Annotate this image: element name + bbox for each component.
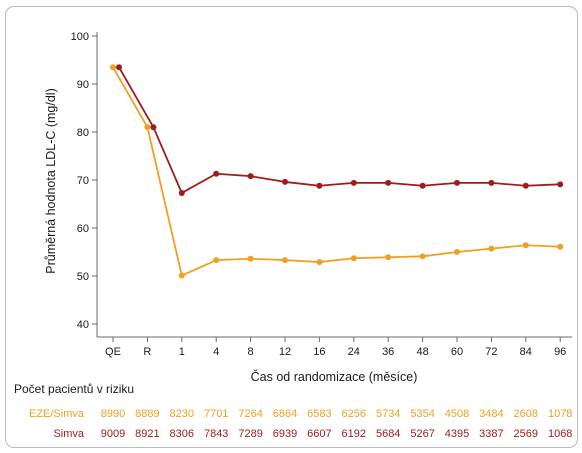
series-line-eze-simva — [112, 66, 561, 277]
risk-value: 6864 — [273, 408, 297, 420]
risk-value: 4395 — [445, 428, 469, 440]
x-tick-label: 12 — [279, 346, 291, 358]
y-tick-label: 80 — [77, 127, 89, 139]
data-point — [350, 255, 357, 262]
risk-value: 9009 — [101, 428, 125, 440]
x-tick-label: 60 — [451, 346, 463, 358]
data-point — [213, 170, 220, 177]
x-tick-label: 72 — [485, 346, 497, 358]
risk-value: 6939 — [273, 428, 297, 440]
y-tick-label: 40 — [77, 319, 89, 331]
risk-value: 6583 — [307, 408, 331, 420]
x-tick-label: 16 — [313, 346, 325, 358]
x-tick-label: 96 — [554, 346, 566, 358]
risk-value: 5354 — [410, 408, 434, 420]
data-point — [282, 257, 288, 264]
x-tick-label: 48 — [416, 346, 428, 358]
risk-value: 8889 — [135, 408, 159, 420]
data-point — [316, 259, 323, 266]
risk-value: 2608 — [514, 408, 538, 420]
x-tick-label: 4 — [213, 346, 219, 358]
data-point — [213, 257, 220, 264]
risk-value: 8921 — [135, 428, 159, 440]
risk-value: 1078 — [548, 408, 572, 420]
data-point — [557, 181, 564, 188]
x-tick-label: R — [143, 346, 151, 358]
x-axis-label: Čas od randomizace (měsíce) — [251, 369, 418, 384]
data-point — [116, 64, 122, 71]
data-point — [454, 179, 460, 186]
risk-value: 8306 — [170, 428, 194, 440]
risk-value: 7843 — [204, 428, 228, 440]
x-tick-label: 1 — [179, 346, 185, 358]
risk-value: 2569 — [514, 428, 538, 440]
y-tick-label: 50 — [77, 271, 89, 283]
y-tick-label: 70 — [77, 175, 89, 187]
data-point — [488, 245, 495, 252]
x-tick-label: QE — [105, 346, 121, 358]
x-tick-label: 84 — [520, 346, 532, 358]
risk-value: 3387 — [479, 428, 503, 440]
risk-value: 6607 — [307, 428, 331, 440]
data-point — [385, 254, 392, 261]
risk-row-label: Simva — [53, 428, 84, 440]
chart-frame — [5, 6, 578, 448]
risk-value: 5734 — [376, 408, 400, 420]
x-tick-label: 24 — [348, 346, 360, 358]
risk-value: 8990 — [101, 408, 125, 420]
series-group — [110, 64, 564, 279]
data-point — [454, 249, 460, 255]
x-tick-label: 8 — [248, 346, 254, 358]
data-point — [144, 124, 151, 131]
data-point — [247, 255, 254, 262]
risk-value: 4508 — [445, 408, 469, 420]
risk-value: 6256 — [342, 408, 366, 420]
risk-row-label: EZE/Simva — [29, 408, 85, 420]
data-point — [557, 243, 564, 250]
data-point — [488, 179, 495, 186]
data-point — [282, 178, 288, 185]
data-point — [350, 179, 357, 186]
risk-value: 5267 — [410, 428, 434, 440]
x-tick-label: 36 — [382, 346, 394, 358]
data-point — [316, 182, 323, 189]
data-point — [419, 253, 426, 260]
data-point — [247, 173, 254, 180]
data-point — [522, 182, 529, 189]
data-point — [110, 64, 116, 71]
data-point — [385, 179, 392, 186]
y-axis-label: Průměrná hodnota LDL-C (mg/dl) — [44, 88, 58, 274]
risk-table-title: Počet pacientů v riziku — [14, 382, 134, 396]
data-point — [178, 272, 185, 279]
data-point — [178, 189, 185, 196]
risk-value: 3484 — [479, 408, 503, 420]
data-point — [150, 124, 157, 131]
y-tick-label: 60 — [77, 223, 89, 235]
risk-value: 7289 — [238, 428, 262, 440]
risk-value: 1068 — [548, 428, 572, 440]
risk-table: EZE/Simva 8990 8889 8230 7701 7264 6864 6583 625… — [29, 408, 572, 440]
risk-value: 8230 — [170, 408, 194, 420]
risk-value: 6192 — [342, 428, 366, 440]
y-tick-label: 90 — [77, 79, 89, 91]
risk-value: 7264 — [238, 408, 262, 420]
data-point — [522, 242, 529, 249]
series-line-simva — [118, 66, 561, 194]
y-tick-label: 100 — [71, 31, 89, 43]
risk-value: 7701 — [204, 408, 228, 420]
data-point — [419, 182, 426, 189]
risk-value: 5684 — [376, 428, 400, 440]
